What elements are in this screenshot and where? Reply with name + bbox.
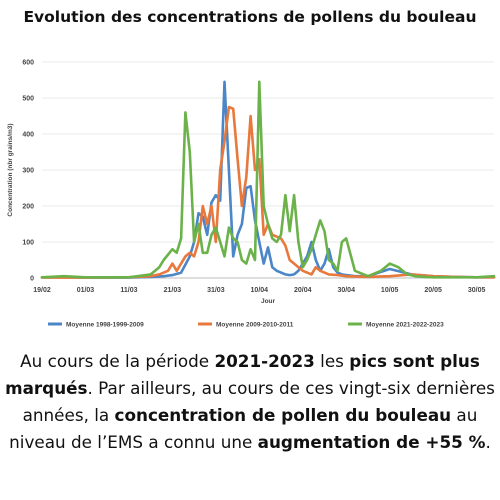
y-tick-label: 500 — [22, 96, 34, 103]
y-axis-title: Concentration (nbr grains/m3) — [7, 123, 14, 216]
x-tick-label: 19/02 — [33, 287, 51, 294]
chart-title: Evolution des concentrations de pollens … — [23, 8, 477, 26]
caption-part: les — [314, 351, 350, 371]
x-tick-label: 20/05 — [424, 287, 442, 294]
legend-label: Moyenne 2021-2022-2023 — [366, 321, 444, 328]
series-line — [40, 80, 496, 279]
legend-label: Moyenne 2009-2010-2011 — [216, 321, 294, 328]
birch-pollen-chart: 0 100 200 300 400 500 600 19/02 01/03 11/03 21/03… — [7, 60, 496, 328]
x-tick-label: 01/03 — [77, 287, 95, 294]
series-line — [40, 80, 496, 279]
caption-bold: 2021-2023 — [214, 351, 315, 371]
x-tick-label: 21/03 — [164, 287, 182, 294]
grid-lines — [42, 61, 494, 243]
caption-part: Au cours de la période — [20, 351, 215, 371]
y-tick-label: 400 — [22, 132, 34, 139]
caption-part: au niveau de l’EMS a connu une — [9, 405, 478, 452]
x-axis-title: Jour — [261, 298, 276, 305]
caption-part: . Par ailleurs, au cours de ces vingt-si… — [22, 378, 495, 425]
caption-part: . — [485, 432, 491, 452]
y-tick-label: 0 — [30, 276, 34, 283]
legend-label: Moyenne 1998-1999-2009 — [66, 321, 144, 328]
y-tick-label: 600 — [22, 60, 34, 67]
x-tick-label: 10/04 — [251, 287, 269, 294]
series-line — [40, 105, 496, 279]
caption-bold: augmentation de +55 % — [257, 432, 486, 452]
series-lines — [40, 80, 496, 279]
y-tick-label: 100 — [22, 240, 34, 247]
x-tick-label: 10/05 — [381, 287, 399, 294]
y-tick-label: 200 — [22, 204, 34, 211]
x-tick-label: 30/05 — [468, 287, 486, 294]
caption-text: Au cours de la période 2021-2023 les pic… — [4, 348, 496, 456]
y-axis-ticks: 0 100 200 300 400 500 600 — [22, 60, 34, 283]
caption-bold: pics sont plus marqués — [5, 351, 480, 398]
x-axis-ticks: 19/02 01/03 11/03 21/03 31/03 10/04 20/04 30/04… — [33, 287, 485, 294]
x-tick-label: 30/04 — [337, 287, 355, 294]
caption-bold: concentration de pollen du bouleau — [114, 405, 452, 425]
x-tick-label: 20/04 — [294, 287, 312, 294]
x-tick-label: 31/03 — [207, 287, 225, 294]
y-tick-label: 300 — [22, 168, 34, 175]
legend: Moyenne 1998-1999-2009 Moyenne 2009-2010-… — [48, 321, 444, 328]
x-tick-label: 11/03 — [120, 287, 137, 294]
